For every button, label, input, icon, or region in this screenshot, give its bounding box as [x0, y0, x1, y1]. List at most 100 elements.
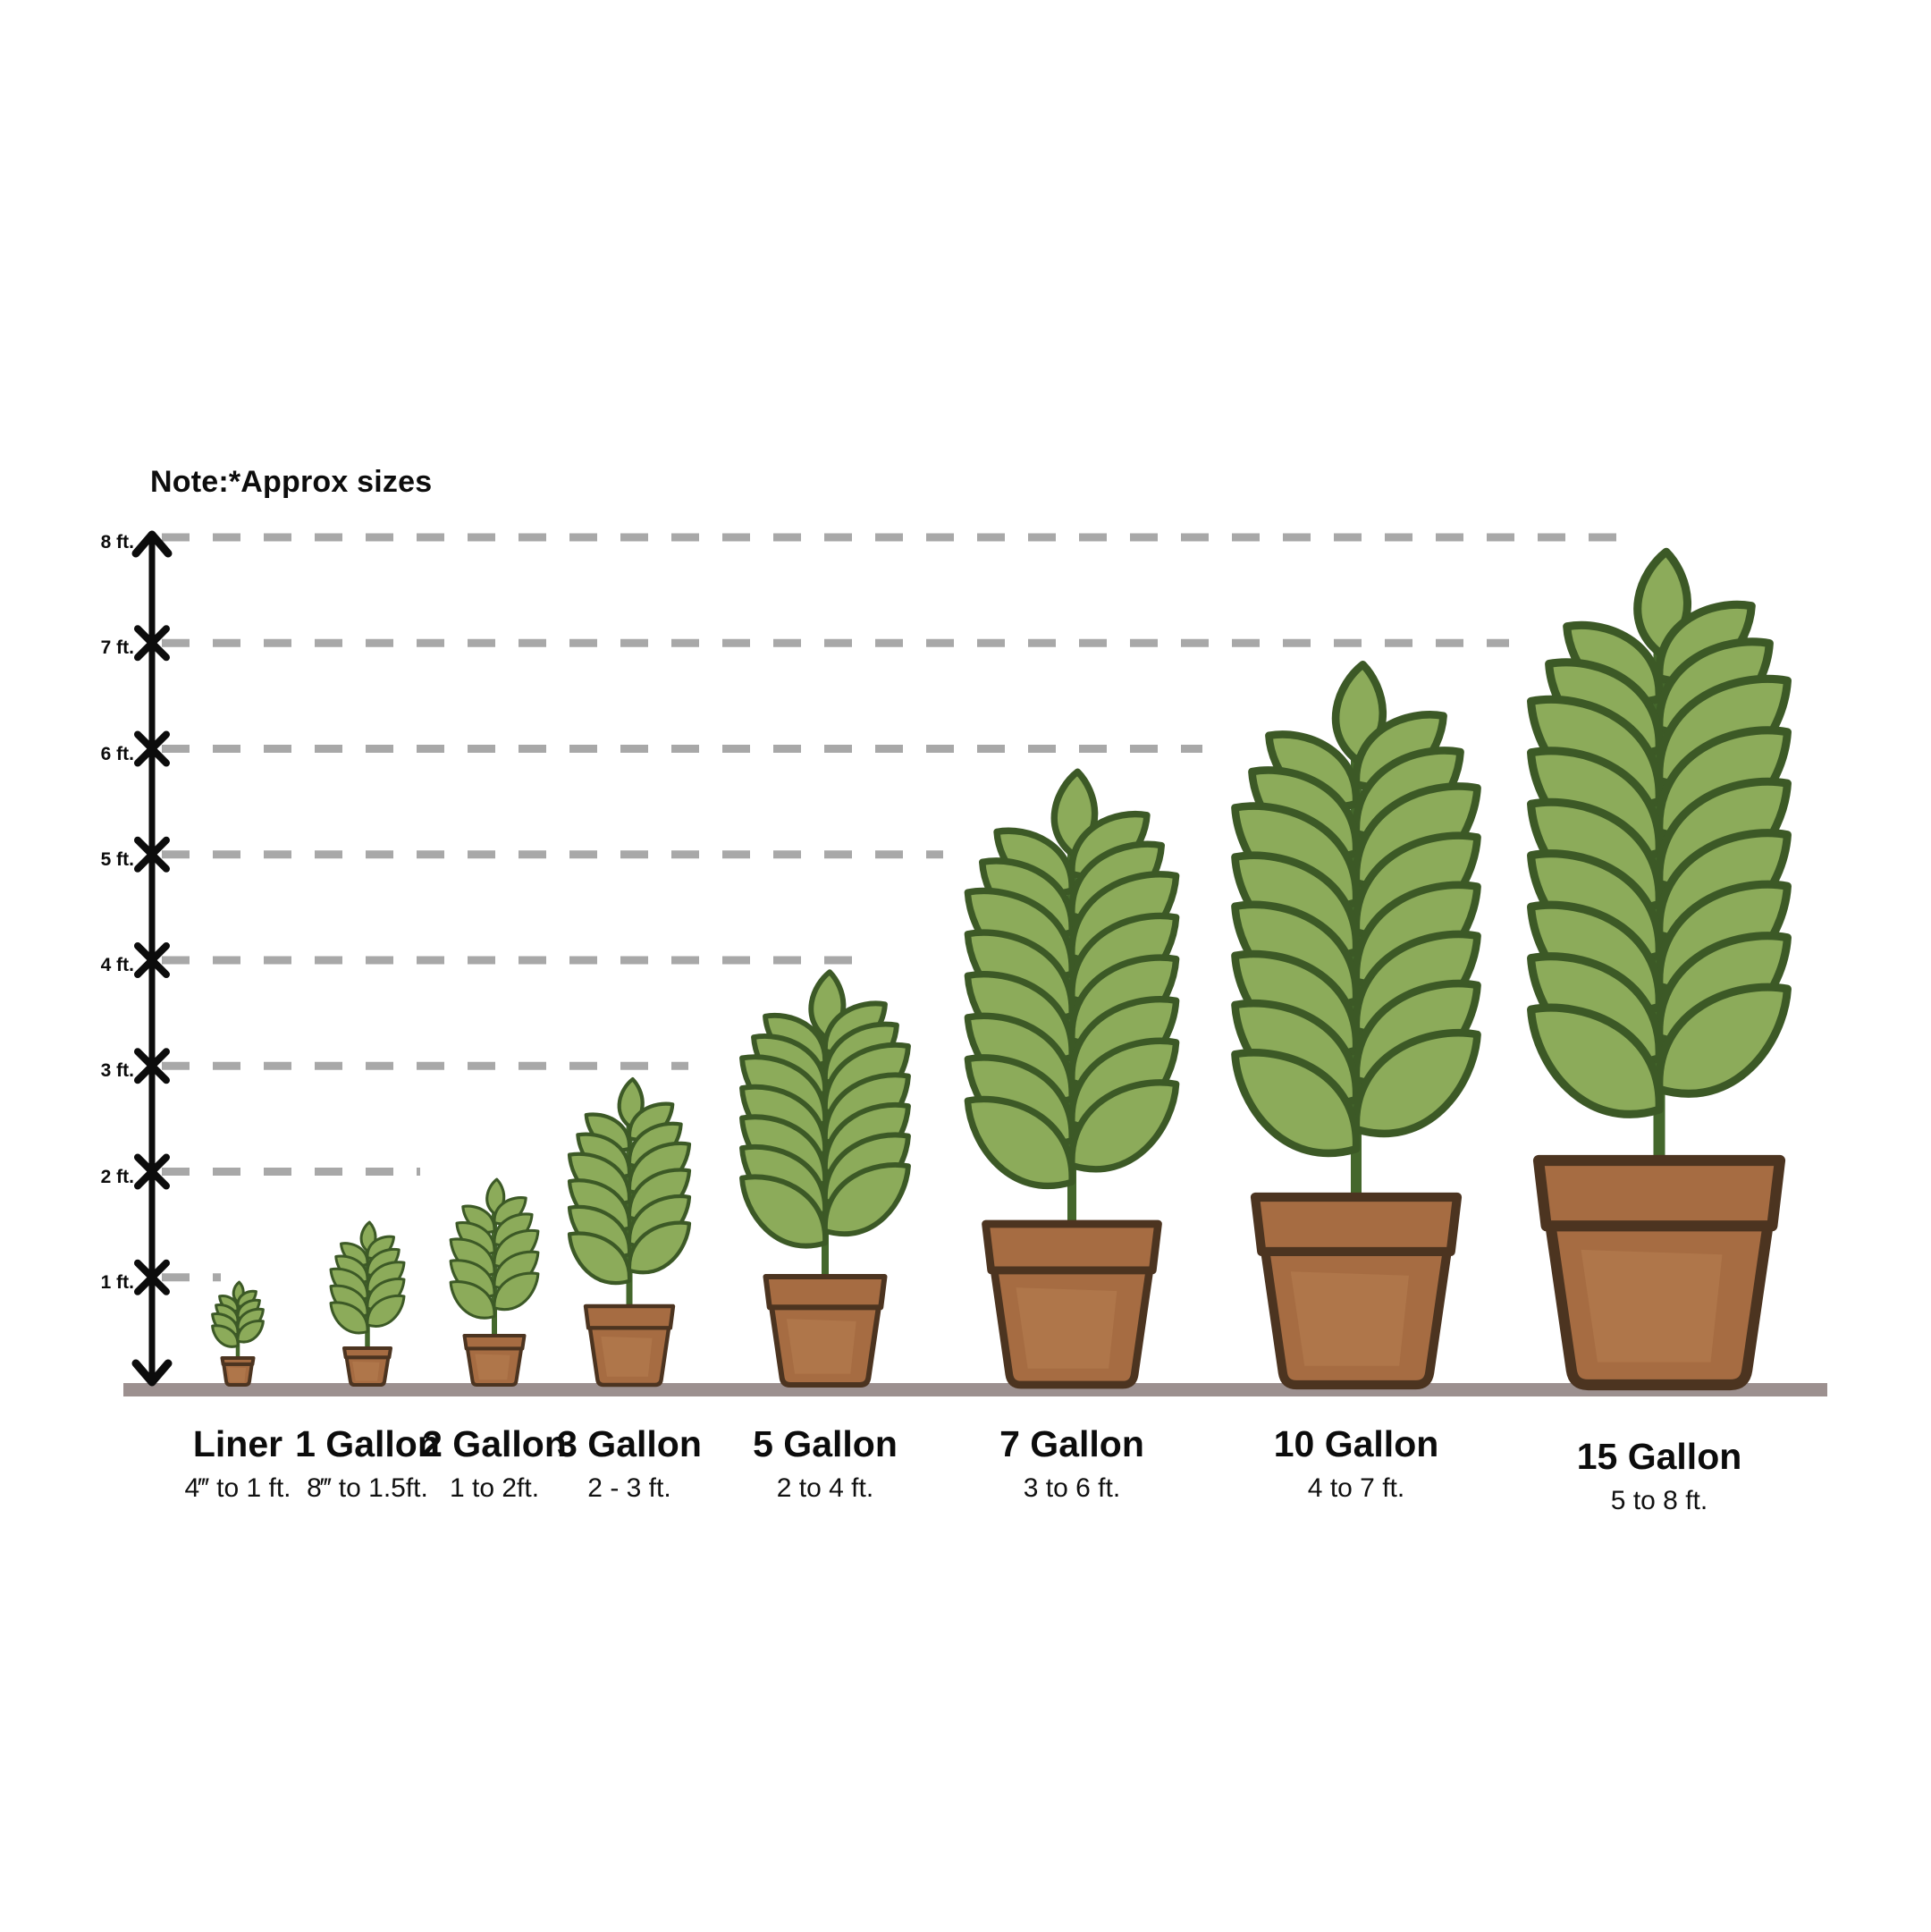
leaf [366, 1294, 406, 1328]
leaf [739, 1174, 828, 1249]
pot-rim [1532, 1154, 1786, 1232]
pot-highlight [1016, 1287, 1117, 1369]
plant-size-range: 4 to 7 ft. [1307, 1473, 1405, 1503]
plant-3-gallon [567, 1077, 692, 1388]
leaf [329, 1301, 369, 1335]
pot [583, 1303, 676, 1388]
pot-highlight [786, 1319, 856, 1374]
pot [342, 1346, 392, 1387]
plant-label-liner: Liner 4‴ to 1 ft. [184, 1425, 291, 1503]
leaf [1068, 1079, 1180, 1173]
axis-tick-label-4ft: 4 ft. [100, 955, 134, 975]
plant-name: 1 Gallon [295, 1423, 440, 1464]
pot-highlight [1290, 1271, 1409, 1366]
foliage [1231, 660, 1481, 1158]
plant-size-range: 3 to 6 ft. [1023, 1473, 1121, 1503]
note-approx-sizes: Note:*Approx sizes [150, 465, 433, 499]
axis-x-tick-4ft [134, 942, 170, 978]
plant-name: 7 Gallon [999, 1423, 1144, 1464]
axis-tick-label-1ft: 1 ft. [100, 1271, 134, 1293]
leaf [627, 1220, 692, 1275]
plant-label-10-gallon: 10 Gallon 4 to 7 ft. [1274, 1425, 1439, 1503]
leaf [1655, 983, 1792, 1098]
axis-arrow-up-icon [131, 530, 173, 558]
axis-arrow-down-icon [131, 1359, 173, 1387]
leaf [236, 1319, 265, 1344]
leaf [449, 1280, 496, 1320]
pot-highlight [352, 1361, 380, 1381]
axis-tick-label-2ft: 2 ft. [100, 1166, 134, 1187]
plant-size-range: 4‴ to 1 ft. [184, 1473, 291, 1503]
plant-10-gallon [1231, 660, 1481, 1390]
pot [763, 1274, 888, 1388]
plant-size-range: 2 to 4 ft. [776, 1473, 874, 1503]
foliage [211, 1280, 265, 1348]
leaf [1527, 1003, 1664, 1118]
pot [1250, 1192, 1463, 1390]
pot-highlight [1581, 1249, 1723, 1363]
axis-tick-label-7ft: 7 ft. [100, 637, 134, 659]
pot-rim [1250, 1192, 1463, 1256]
plant-size-range: 2 - 3 ft. [587, 1473, 671, 1503]
pot-highlight [601, 1336, 653, 1377]
axis-x-tick-5ft [134, 836, 170, 873]
pot [220, 1356, 256, 1387]
plant-label-2-gallon: 2 Gallon 1 to 2ft. [422, 1425, 567, 1503]
pot-highlight [475, 1354, 510, 1380]
plant-label-3-gallon: 3 Gallon 2 - 3 ft. [557, 1425, 702, 1503]
leaf [493, 1271, 540, 1312]
height-axis [131, 530, 173, 1387]
axis-x-tick-7ft [134, 625, 170, 662]
pot-rim [763, 1274, 888, 1311]
axis-tick-label-5ft: 5 ft. [100, 848, 134, 870]
foliage [329, 1220, 406, 1335]
axis-tick-label-6ft: 6 ft. [100, 743, 134, 764]
pot-rim [982, 1219, 1162, 1275]
pot [462, 1334, 527, 1387]
plant-name: 2 Gallon [422, 1423, 567, 1464]
leaf [1352, 1028, 1481, 1138]
foliage [1527, 547, 1792, 1118]
plant-name: 10 Gallon [1273, 1423, 1439, 1464]
plant-liner [211, 1280, 265, 1387]
foliage [739, 969, 911, 1249]
plant-size-range: 1 to 2ft. [449, 1473, 540, 1503]
plant-1-gallon [329, 1220, 406, 1387]
plant-2-gallon [449, 1177, 540, 1387]
axis-x-tick-2ft [134, 1153, 170, 1190]
plant-label-7-gallon: 7 Gallon 3 to 6 ft. [999, 1425, 1144, 1503]
pot-rim [462, 1334, 527, 1351]
plant-5-gallon [739, 969, 911, 1388]
axis-x-tick-6ft [134, 730, 170, 767]
axis-tick-label-3ft: 3 ft. [100, 1060, 134, 1082]
plant-name: 5 Gallon [753, 1423, 898, 1464]
axis-x-tick-3ft [134, 1048, 170, 1084]
leaf [567, 1231, 632, 1285]
plant-size-range: 5 to 8 ft. [1610, 1486, 1708, 1515]
pot-rim [583, 1303, 676, 1330]
plant-name: 3 Gallon [557, 1423, 702, 1464]
plant-7-gallon [964, 768, 1180, 1389]
plant-label-5-gallon: 5 Gallon 2 to 4 ft. [753, 1425, 898, 1503]
leaf [964, 1095, 1075, 1190]
foliage [567, 1077, 692, 1285]
leaf [1231, 1049, 1361, 1158]
pot [1532, 1154, 1786, 1391]
leaf [822, 1162, 911, 1237]
axis-tick-label-8ft: 8 ft. [100, 532, 134, 553]
plant-size-range: 8‴ to 1.5ft. [307, 1473, 428, 1503]
plant-label-1-gallon: 1 Gallon 8‴ to 1.5ft. [295, 1425, 440, 1503]
pot [982, 1219, 1162, 1389]
leaf [211, 1324, 240, 1348]
foliage [964, 768, 1180, 1190]
axis-x-tick-1ft [134, 1259, 170, 1295]
plant-15-gallon [1527, 547, 1792, 1391]
pot-rim [220, 1356, 256, 1366]
foliage [449, 1177, 540, 1320]
plant-name: 15 Gallon [1576, 1436, 1742, 1477]
plant-name: Liner [192, 1423, 283, 1464]
pot-highlight [227, 1367, 247, 1382]
plant-label-15-gallon: 15 Gallon 5 to 8 ft. [1577, 1438, 1742, 1515]
